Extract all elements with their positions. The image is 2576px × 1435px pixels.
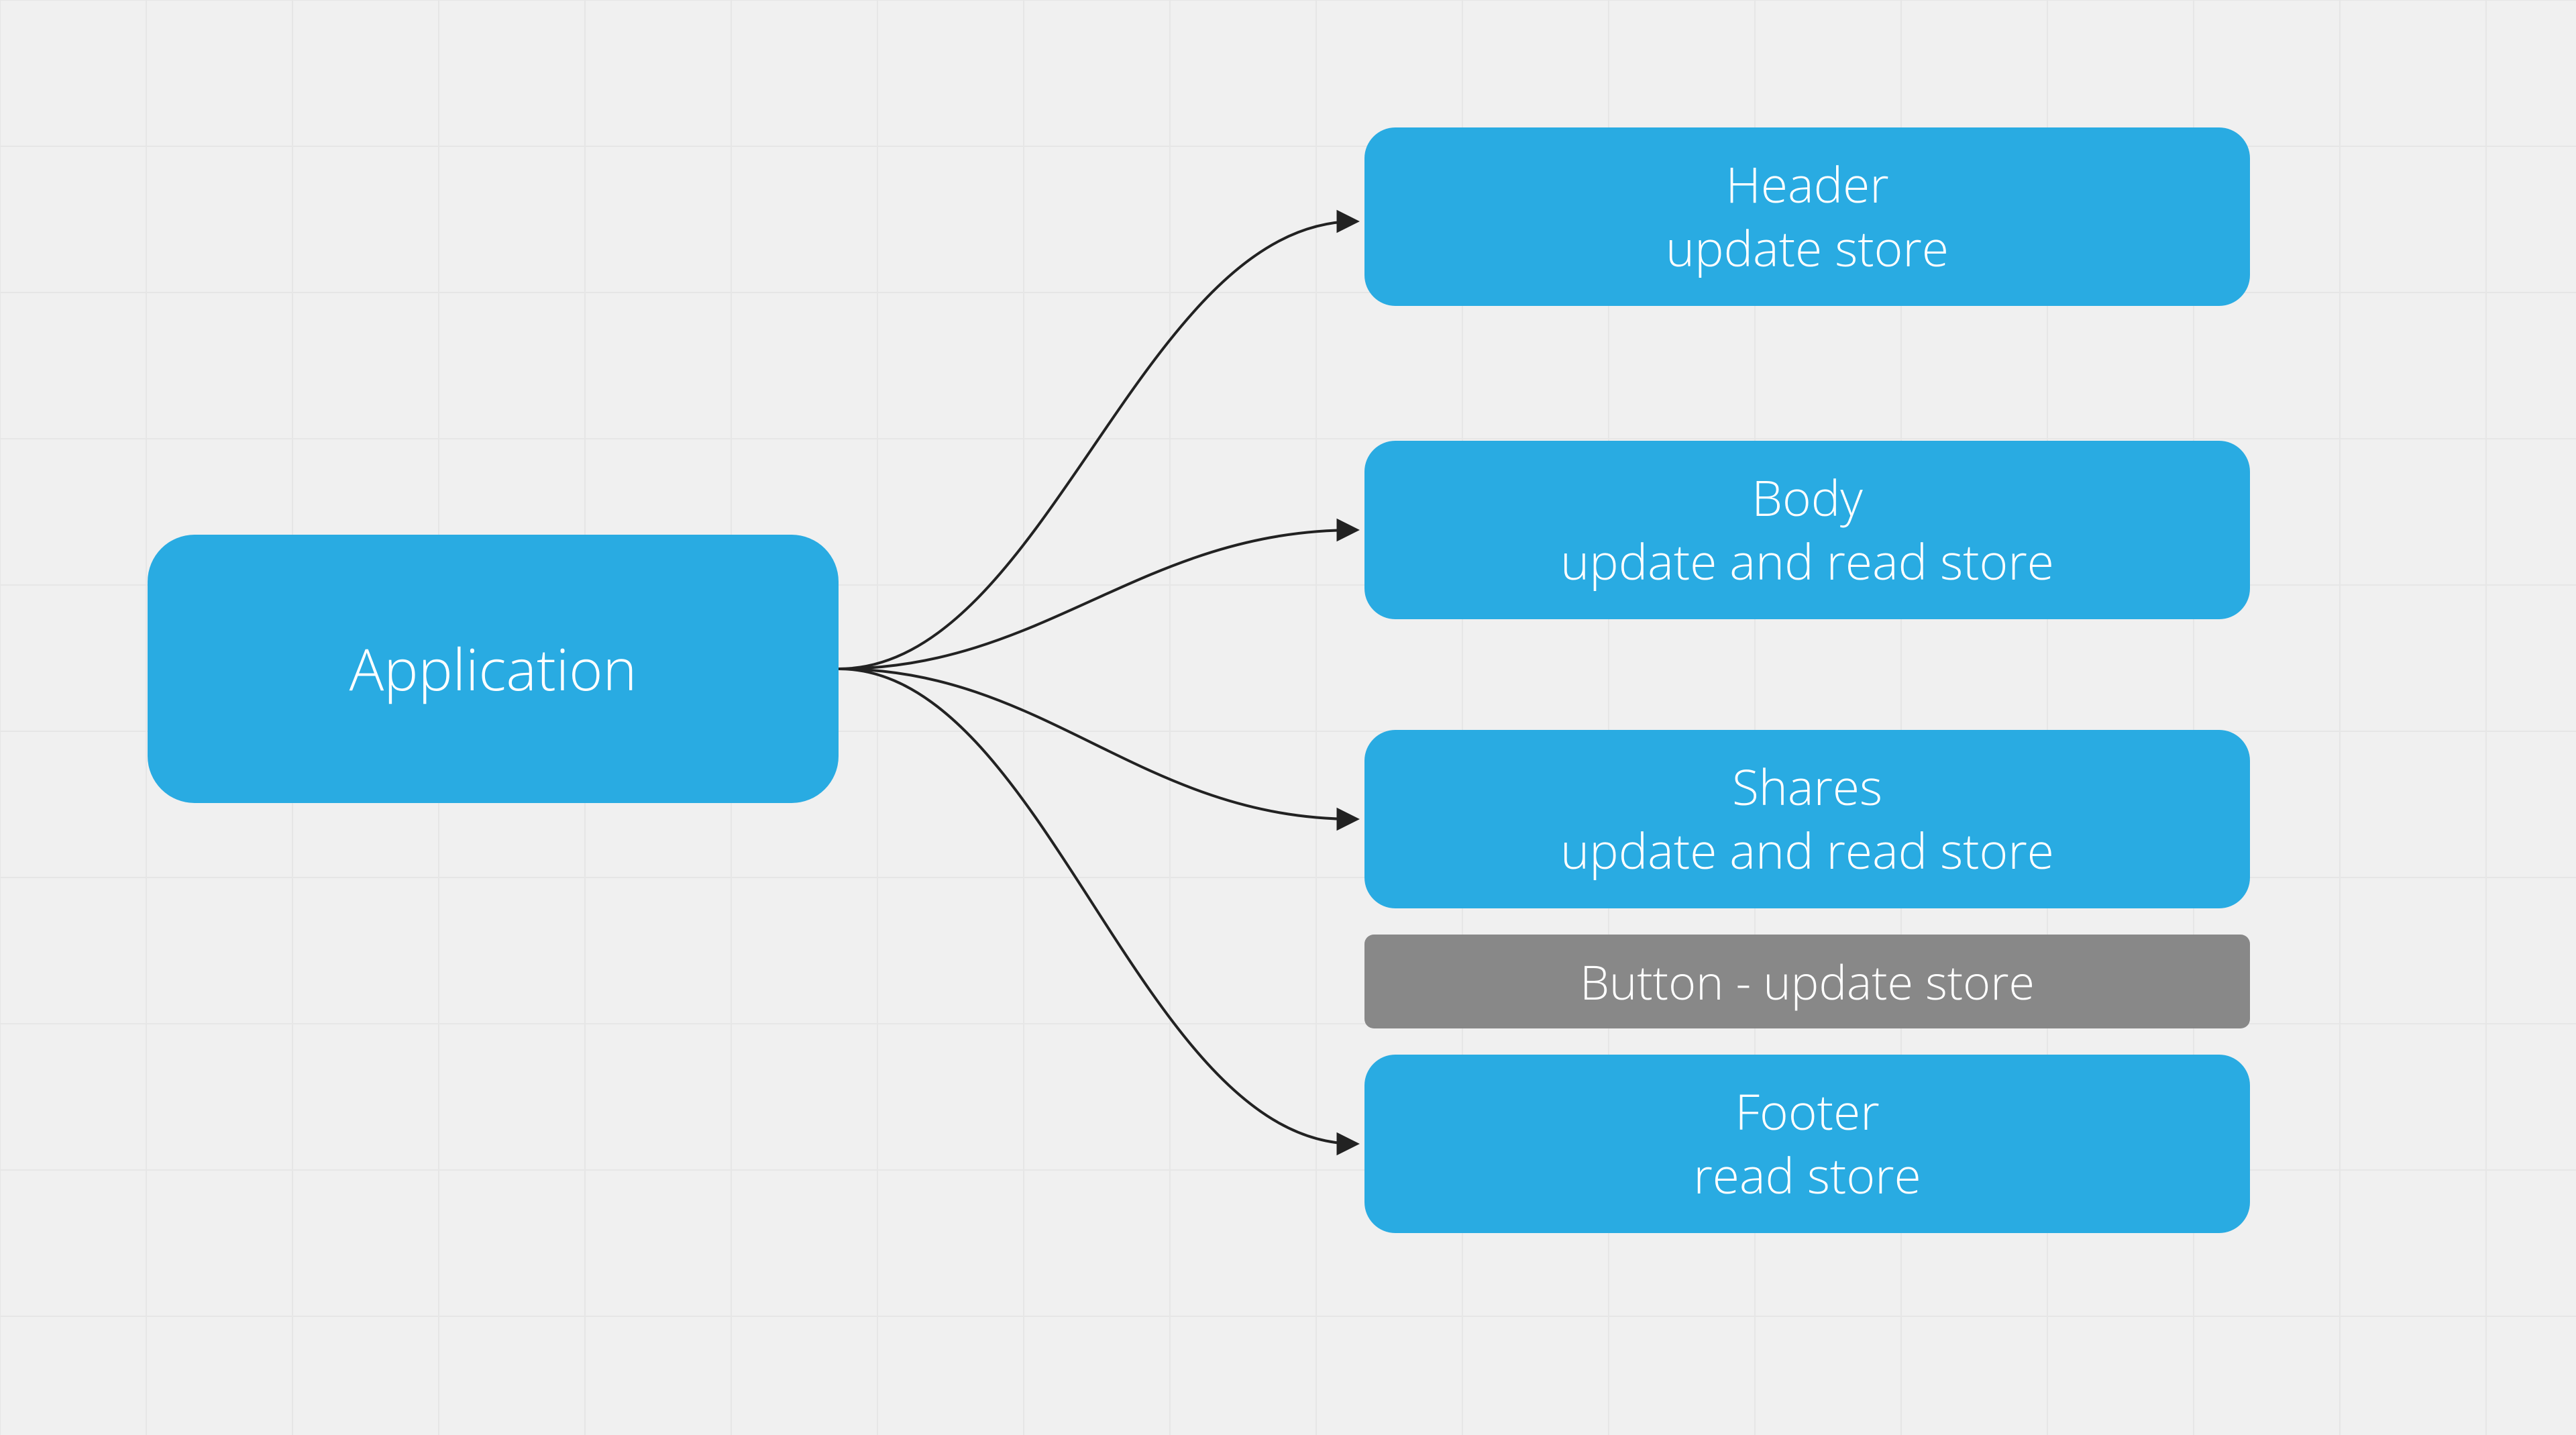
node-application-line1: Application — [350, 631, 637, 706]
node-header-line2: update store — [1666, 217, 1949, 280]
node-header-line1: Header — [1725, 153, 1888, 217]
node-shares: Sharesupdate and read store — [1364, 730, 2250, 908]
node-footer-line2: read store — [1693, 1144, 1921, 1208]
node-body-line1: Body — [1752, 466, 1863, 530]
node-button: Button - update store — [1364, 935, 2250, 1028]
node-application: Application — [148, 535, 839, 803]
node-body-line2: update and read store — [1560, 530, 2054, 594]
node-footer: Footerread store — [1364, 1055, 2250, 1233]
node-shares-line1: Shares — [1732, 755, 1882, 819]
node-button-line1: Button - update store — [1580, 951, 2035, 1012]
node-footer-line1: Footer — [1735, 1080, 1879, 1144]
diagram-canvas: ApplicationHeaderupdate storeBodyupdate … — [0, 0, 2576, 1435]
node-body: Bodyupdate and read store — [1364, 441, 2250, 619]
node-header: Headerupdate store — [1364, 127, 2250, 306]
node-shares-line2: update and read store — [1560, 819, 2054, 883]
